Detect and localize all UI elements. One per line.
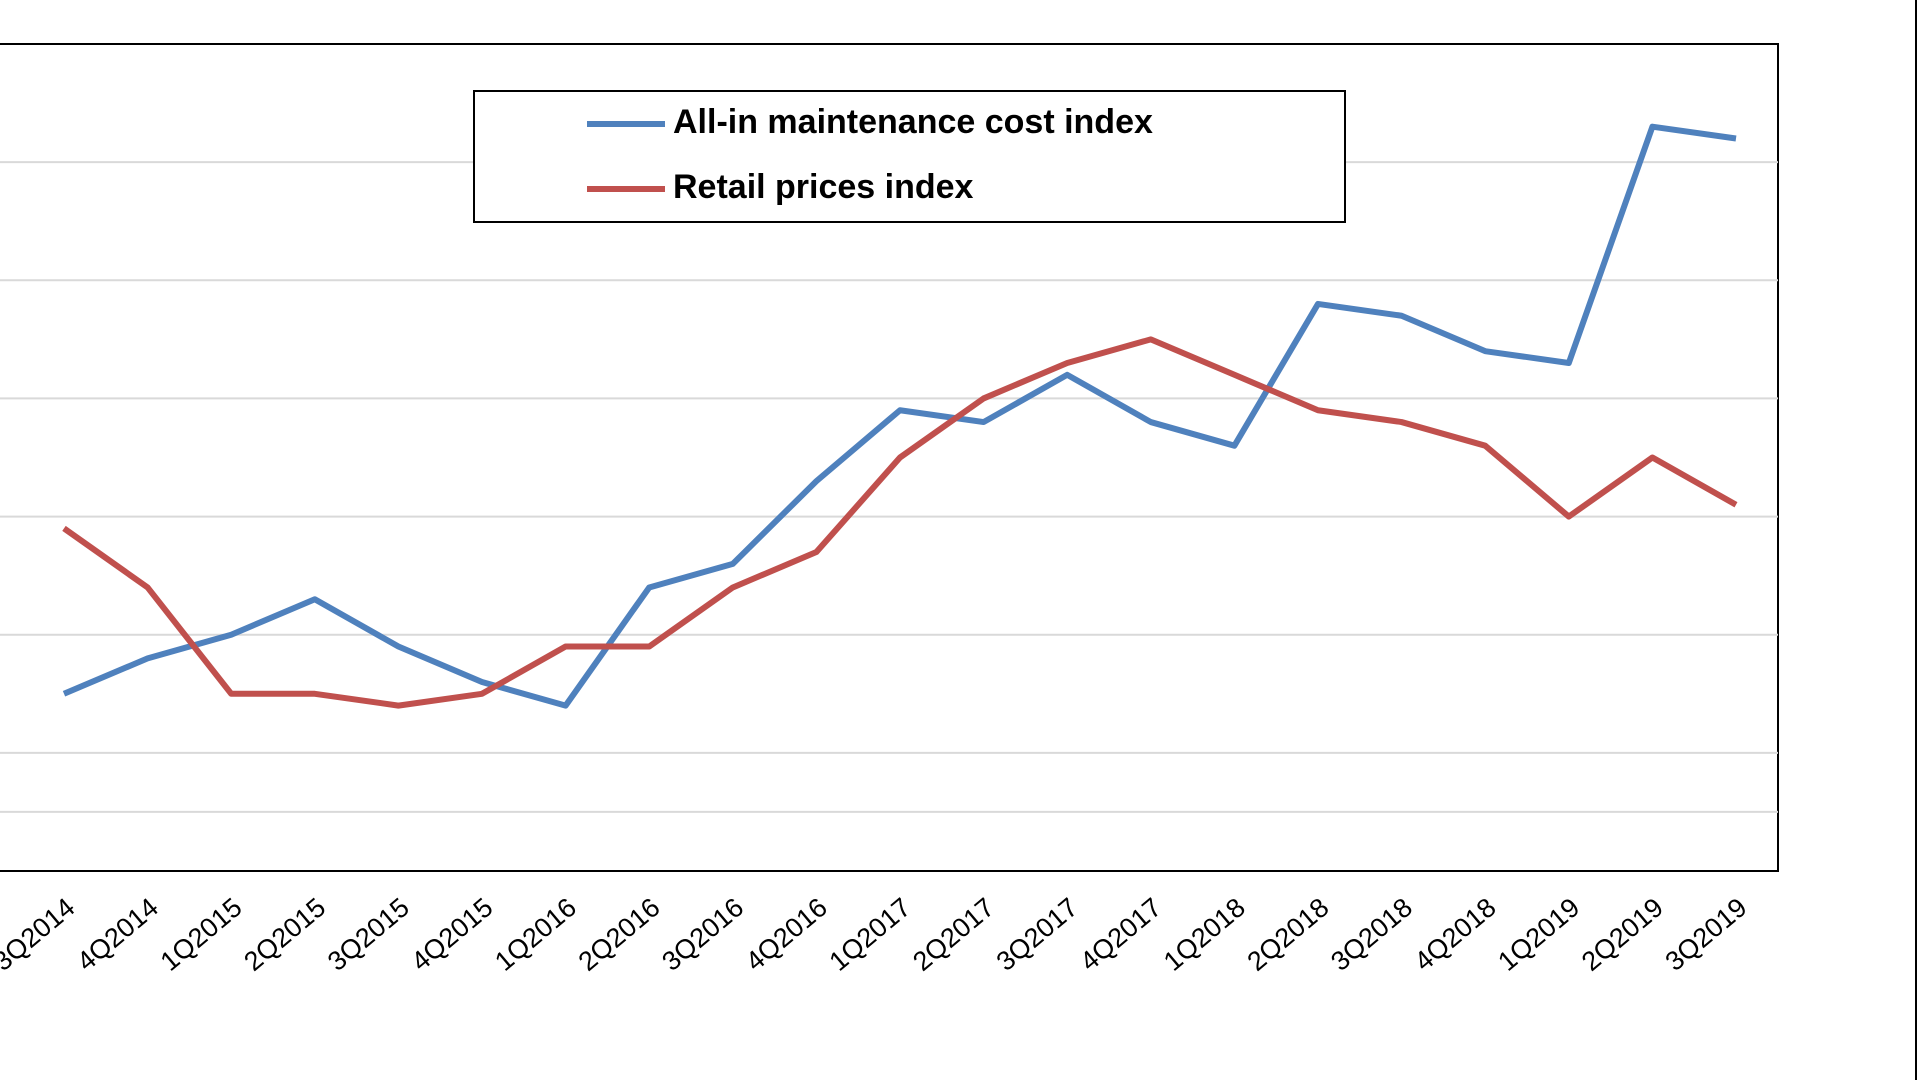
x-tick-label: 2Q2019 xyxy=(1576,892,1669,977)
lines xyxy=(62,123,1738,709)
x-tick-label: 1Q2016 xyxy=(489,892,582,977)
x-tick-label: 2Q2015 xyxy=(238,892,331,977)
x-tick-label: 3Q2014 xyxy=(0,892,80,977)
x-tick-label: 4Q2018 xyxy=(1409,892,1502,977)
x-tick-label: 3Q2018 xyxy=(1325,892,1418,977)
series-line xyxy=(62,123,1737,709)
x-tick-label: 3Q2017 xyxy=(991,892,1084,977)
x-tick-label: 1Q2015 xyxy=(155,892,248,977)
x-tick-label: 3Q2019 xyxy=(1660,892,1753,977)
x-tick-label: 1Q2017 xyxy=(824,892,917,977)
legend-label: Retail prices index xyxy=(673,168,974,206)
x-tick-label: 4Q2017 xyxy=(1074,892,1167,977)
x-tick-label: 3Q2016 xyxy=(656,892,749,977)
x-tick-label: 1Q2018 xyxy=(1158,892,1251,977)
x-tick-label: 1Q2019 xyxy=(1492,892,1585,977)
series-line xyxy=(62,336,1738,709)
x-tick-label: 3Q2015 xyxy=(322,892,415,977)
legend-label: All-in maintenance cost index xyxy=(673,103,1153,141)
legend: All-in maintenance cost index Retail pric… xyxy=(473,90,1346,223)
x-axis: 3Q20144Q20141Q20152Q20153Q20154Q20151Q20… xyxy=(0,892,1752,977)
legend-box xyxy=(473,90,1346,223)
x-tick-label: 2Q2016 xyxy=(573,892,666,977)
x-tick-label: 2Q2017 xyxy=(907,892,1000,977)
grid xyxy=(0,161,1778,813)
x-tick-label: 4Q2016 xyxy=(740,892,833,977)
x-tick-label: 2Q2018 xyxy=(1242,892,1335,977)
x-tick-label: 4Q2015 xyxy=(406,892,499,977)
x-tick-label: 4Q2014 xyxy=(71,892,164,977)
